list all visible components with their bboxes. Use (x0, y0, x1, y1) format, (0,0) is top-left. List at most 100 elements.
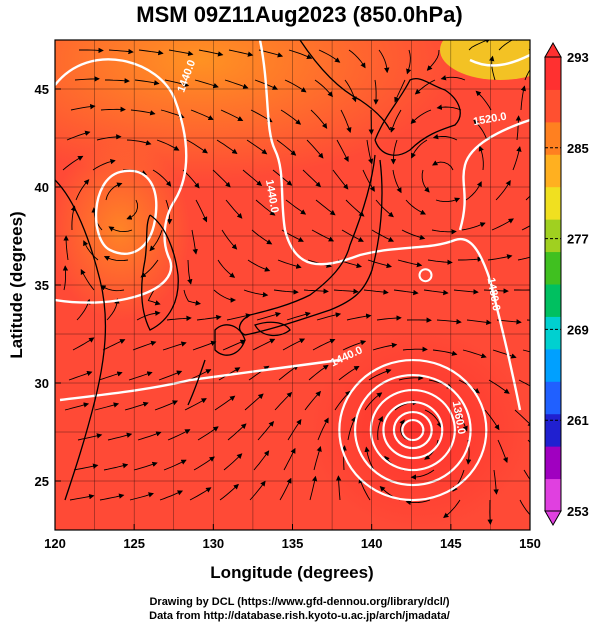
streamline (520, 85, 526, 111)
colorbar-segment (545, 446, 561, 480)
streamline (164, 79, 190, 88)
streamline (338, 365, 360, 381)
streamline (74, 76, 100, 82)
streamline (315, 199, 336, 216)
streamline (243, 289, 269, 298)
colorbar-segment (545, 89, 561, 123)
streamline (129, 492, 154, 501)
colorbar-tick-label: 293 (567, 50, 589, 65)
streamline (126, 139, 152, 146)
streamline (358, 477, 371, 501)
streamline (149, 229, 163, 252)
coastline (374, 78, 461, 156)
streamline (475, 90, 492, 111)
streamline (72, 337, 95, 351)
x-axis-label: Longitude (degrees) (210, 563, 373, 582)
streamline (522, 349, 530, 353)
height-contour (458, 118, 530, 231)
streamline (515, 115, 522, 141)
streamline (189, 487, 212, 501)
streamline (495, 180, 511, 201)
streamline (410, 469, 435, 480)
coastline (238, 154, 383, 336)
wind-streamlines (62, 40, 530, 525)
colorbar-tick-label: 253 (567, 504, 589, 519)
streamline (528, 48, 530, 51)
streamline (318, 49, 341, 63)
streamline (186, 139, 208, 154)
contour-label: 1480.0 (485, 277, 503, 312)
colorbar-segment (545, 121, 561, 155)
streamline (167, 429, 191, 441)
streamline (376, 315, 402, 321)
streamline (73, 463, 99, 471)
streamline (399, 419, 409, 441)
typhoon-contour (401, 418, 425, 442)
y-tick-label: 45 (35, 82, 49, 97)
streamline (70, 205, 77, 231)
streamline (317, 417, 329, 441)
contour-label: 1440.0 (263, 179, 281, 214)
streamline (410, 109, 432, 125)
x-tick-label: 130 (202, 536, 224, 551)
colorbar-tick-label: 277 (567, 232, 589, 247)
streamline (64, 402, 90, 411)
x-tick-label: 150 (519, 536, 541, 551)
streamline (402, 346, 428, 352)
streamline (66, 130, 91, 141)
streamline (363, 289, 389, 295)
streamline (62, 265, 69, 291)
streamline (332, 169, 349, 190)
streamline (191, 229, 198, 255)
coastlines (55, 40, 461, 501)
streamline (401, 229, 426, 240)
streamline (282, 338, 306, 351)
streamline (219, 483, 239, 501)
streamline (163, 459, 187, 471)
streamline (193, 456, 215, 471)
coastline (55, 179, 107, 501)
streamline (147, 289, 161, 306)
coastline (254, 321, 291, 337)
x-axis: 120 125 130 135 140 145 150 (44, 524, 541, 551)
streamline (166, 315, 192, 322)
streamline (491, 218, 514, 231)
x-tick-label: 135 (282, 536, 304, 551)
streamline (156, 139, 180, 151)
streamline (108, 48, 134, 55)
streamline (248, 365, 270, 381)
streamline (62, 155, 84, 171)
streamline (462, 349, 487, 359)
streamline (489, 55, 496, 81)
streamline (424, 409, 442, 428)
streamline (308, 364, 329, 381)
streamline (99, 493, 125, 501)
streamline (251, 229, 273, 245)
streamline (221, 229, 238, 250)
streamline (228, 49, 254, 57)
streamline (377, 415, 383, 441)
streamline (194, 79, 219, 89)
streamline (492, 349, 517, 359)
streamline (285, 199, 307, 215)
contour-label: 1520.0 (472, 111, 507, 129)
streamline (432, 134, 458, 141)
streamline (488, 379, 510, 394)
streamline (280, 109, 302, 125)
streamline (334, 390, 351, 411)
height-contour (418, 268, 433, 283)
streamline (302, 169, 322, 188)
streamline (107, 432, 133, 441)
streamline (340, 109, 352, 133)
coastline (187, 359, 206, 406)
streamline (94, 402, 120, 411)
streamline (286, 311, 311, 321)
streamline (197, 426, 219, 441)
streamline (252, 338, 276, 351)
streamline (487, 499, 493, 525)
streamline (136, 310, 161, 321)
streamline (426, 49, 440, 71)
streamline (483, 288, 509, 294)
streamline (158, 370, 183, 381)
streamline (421, 169, 430, 193)
